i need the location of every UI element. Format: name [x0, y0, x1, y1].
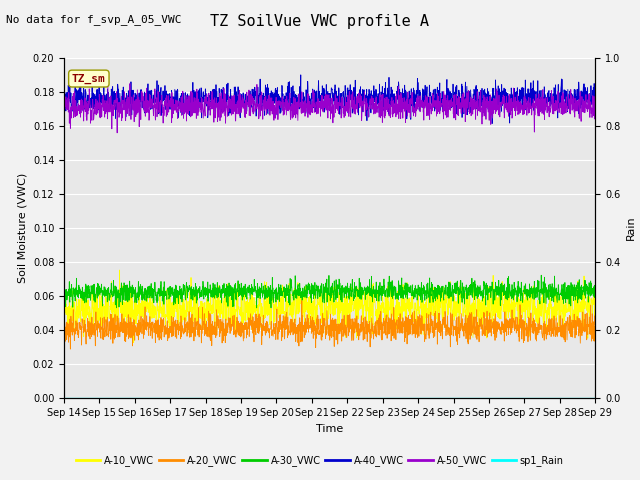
X-axis label: Time: Time [316, 424, 343, 433]
Y-axis label: Soil Moisture (VWC): Soil Moisture (VWC) [17, 173, 28, 283]
Text: TZ_sm: TZ_sm [72, 73, 106, 84]
Text: No data for f_svp_A_05_VWC: No data for f_svp_A_05_VWC [6, 14, 182, 25]
Y-axis label: Rain: Rain [626, 216, 636, 240]
Legend: A-10_VWC, A-20_VWC, A-30_VWC, A-40_VWC, A-50_VWC, sp1_Rain: A-10_VWC, A-20_VWC, A-30_VWC, A-40_VWC, … [72, 452, 568, 470]
Text: TZ SoilVue VWC profile A: TZ SoilVue VWC profile A [211, 14, 429, 29]
